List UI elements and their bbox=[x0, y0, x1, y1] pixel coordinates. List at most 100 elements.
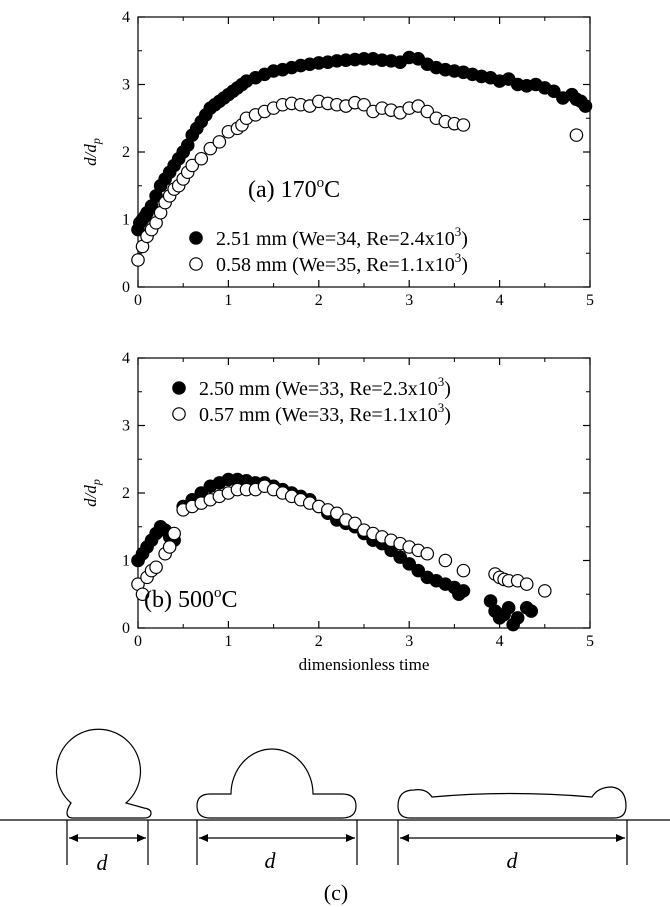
panel-a-series2-point bbox=[357, 97, 371, 112]
panel-a-label: (a) 170oC bbox=[248, 175, 340, 203]
panel-b-ylabel-main: d/d bbox=[81, 485, 100, 507]
panel-b-series1-point bbox=[524, 604, 539, 618]
svg-text:(b) 500oC: (b) 500oC bbox=[144, 585, 238, 613]
panel-a-label-unit: C bbox=[324, 177, 340, 203]
panel-a-ticks: 0 1 2 3 4 5 0 1 2 3 4 bbox=[122, 9, 594, 309]
dim-arrowhead-3-right bbox=[616, 834, 625, 842]
panel-b-series2-point bbox=[149, 560, 163, 575]
panel-b-series2-point bbox=[167, 526, 181, 541]
panel-a-ytick-label: 3 bbox=[122, 77, 130, 94]
panel-a-ylabel-main: d/d bbox=[81, 144, 100, 166]
panel-b-ytick-label: 1 bbox=[122, 553, 130, 570]
panel-a-ytick-label: 0 bbox=[122, 279, 130, 296]
panel-b-series2-point bbox=[348, 516, 362, 531]
panel-a-xtick-label: 5 bbox=[586, 292, 594, 309]
panel-b-series1-point bbox=[411, 563, 426, 578]
droplet-flattened bbox=[397, 786, 627, 819]
panel-b-series1-point bbox=[402, 557, 416, 571]
svg-text:(a) 170oC: (a) 170oC bbox=[248, 175, 340, 203]
panel-a-series2-point bbox=[456, 118, 471, 132]
panel-a-series2-point bbox=[185, 158, 200, 173]
panel-b-series2-point bbox=[162, 540, 177, 554]
panel-a-series2-point bbox=[420, 104, 435, 119]
panel-a-legend: 2.51 mm (We=34, Re=2.4x103)0.58 mm (We=3… bbox=[189, 224, 468, 276]
panel-b-ytick-label: 2 bbox=[122, 485, 130, 502]
panel-b-legend-label-1: 2.50 mm (We=33, Re=2.3x103) bbox=[199, 374, 451, 400]
panel-b-series1-point bbox=[456, 584, 471, 598]
panel-a-series2-point bbox=[569, 128, 584, 142]
dim-arrowhead-2-right bbox=[346, 834, 355, 842]
panel-b-xtick-label: 3 bbox=[405, 633, 413, 650]
panel-a-series2-point bbox=[203, 141, 218, 156]
panel-b-xlabel: dimensionless time bbox=[299, 655, 430, 674]
panel-b-points bbox=[131, 472, 552, 632]
panel-b-xtick-label: 4 bbox=[496, 633, 504, 650]
panel-b-series2-point bbox=[438, 553, 453, 568]
dim-arrowhead-1-right bbox=[137, 834, 146, 842]
panel-b-legend-label-2: 0.57 mm (We=33, Re=1.1x103) bbox=[199, 400, 451, 426]
panel-a-xtick-label: 4 bbox=[496, 292, 504, 309]
panel-b-xtick-label: 1 bbox=[224, 633, 232, 650]
panel-b-ytick-label: 3 bbox=[122, 418, 130, 435]
panel-b-label: (b) 500oC bbox=[144, 585, 238, 613]
dim-label-2: d bbox=[265, 848, 277, 873]
panel-b-ytick-label: 0 bbox=[122, 620, 130, 637]
panel-a-legend-marker-1 bbox=[189, 231, 203, 245]
dim-label-1: d bbox=[97, 850, 109, 875]
panel-a-series2-point bbox=[212, 135, 227, 149]
panel-a-series1-point bbox=[547, 84, 561, 99]
panel-a-ytick-label: 4 bbox=[122, 9, 130, 26]
panel-b-xtick-label: 5 bbox=[586, 633, 594, 650]
panel-a-chart: 0 1 2 3 4 5 0 1 2 3 4 d/dp (a) 170oC 2.51 mm (We=3… bbox=[81, 9, 594, 309]
panel-b-series1-point bbox=[393, 550, 407, 564]
panel-a-legend-marker-2 bbox=[189, 257, 203, 271]
panel-a-xtick-label: 2 bbox=[315, 292, 323, 309]
panel-a-points bbox=[131, 50, 593, 267]
droplet-spherical bbox=[55, 728, 152, 819]
panel-a-series2-point bbox=[131, 253, 145, 267]
panel-b-chart: 0 1 2 3 4 5 0 1 2 3 4 d/dp (b) 500oC 2.50 mm (We=3… bbox=[81, 350, 594, 674]
panel-a-ylabel: d/dp bbox=[81, 138, 103, 166]
dimension-labels: d d d bbox=[97, 848, 519, 875]
panel-b-series2-point bbox=[519, 577, 534, 591]
dim-arrowhead-1-left bbox=[69, 834, 78, 842]
panel-b-legend-marker-2 bbox=[172, 407, 186, 421]
panel-b-series2-point bbox=[420, 546, 435, 561]
panel-b-series2-point bbox=[330, 506, 344, 521]
panel-b-series1-point bbox=[510, 611, 525, 625]
panel-b-xtick-label: 2 bbox=[315, 633, 323, 650]
panel-a-label-sup: o bbox=[317, 175, 325, 191]
panel-a-xtick-label: 3 bbox=[405, 292, 413, 309]
panel-b-ticks: 0 1 2 3 4 5 0 1 2 3 4 bbox=[122, 350, 594, 650]
panel-a-legend-label-2: 0.58 mm (We=35, Re=1.1x103) bbox=[216, 250, 468, 276]
panel-a-label-text: (a) 170 bbox=[248, 177, 317, 203]
dim-label-3: d bbox=[507, 848, 519, 873]
dim-arrowhead-2-left bbox=[199, 834, 208, 842]
panel-a-series2-point bbox=[194, 151, 209, 166]
panel-a-legend-label-1: 2.51 mm (We=34, Re=2.4x103) bbox=[216, 224, 468, 250]
panel-b-series1-point bbox=[501, 600, 516, 615]
panel-a-xtick-label: 1 bbox=[224, 292, 232, 309]
panel-a-ylabel-sub: p bbox=[89, 138, 103, 145]
panel-b-ytick-label: 4 bbox=[122, 350, 130, 367]
panel-b-ylabel-sub: p bbox=[89, 479, 103, 486]
panel-a-ytick-label: 2 bbox=[122, 144, 130, 161]
panel-b-label-unit: C bbox=[221, 587, 237, 613]
panel-b-label-text: (b) 500 bbox=[144, 587, 214, 613]
panel-b-label-sup: o bbox=[214, 585, 222, 601]
panel-b-xtick-label: 0 bbox=[134, 633, 142, 650]
panel-b-series2-point bbox=[456, 563, 471, 578]
droplet-dome bbox=[196, 748, 357, 819]
panel-a-series1-point bbox=[578, 99, 593, 113]
panel-b-legend-marker-1 bbox=[172, 381, 186, 395]
panel-b-ylabel: d/dp bbox=[81, 479, 103, 507]
panel-a-xtick-label: 0 bbox=[134, 292, 142, 309]
panel-b-legend: 2.50 mm (We=33, Re=2.3x103)0.57 mm (We=3… bbox=[172, 374, 451, 426]
panel-b-series2-point bbox=[537, 584, 552, 598]
panel-a-ytick-label: 1 bbox=[122, 212, 130, 229]
figure-caption: (c) bbox=[324, 880, 348, 905]
dim-arrowhead-3-left bbox=[400, 834, 409, 842]
droplet-schematic bbox=[0, 728, 670, 865]
panel-b-series2-point bbox=[135, 587, 150, 602]
